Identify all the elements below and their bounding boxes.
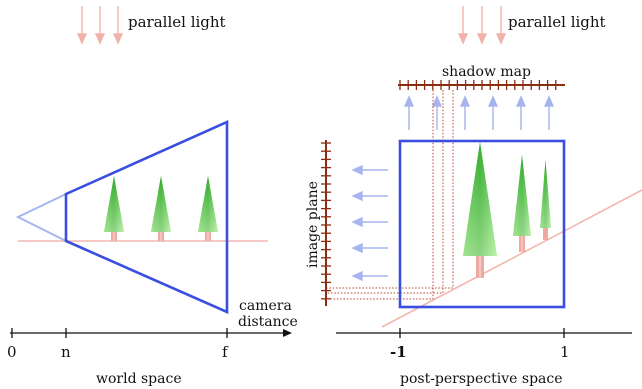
camera-distance-label: camera distance [238,298,298,330]
tick-label-minus-1: -1 [390,343,407,361]
tick-label-0: 0 [7,343,17,361]
image-plane-arrows [353,166,388,280]
shadow-map-arrows [405,97,553,130]
image-plane-label: image plane [305,181,321,268]
tree [198,176,218,241]
right-trees [463,142,551,278]
left-light-label: parallel light [128,13,226,31]
tree [463,142,497,278]
tree [540,160,551,240]
right-panel: parallel light shadow map image plane [305,6,642,387]
tick-label-1: 1 [560,343,570,361]
tree [513,155,531,252]
left-panel: parallel light [7,6,298,387]
world-space-label: world space [96,371,182,387]
left-trees [104,176,218,241]
shadow-map-label: shadow map [442,64,531,80]
tree [104,176,124,241]
right-light-label: parallel light [508,13,606,31]
right-parallel-light-arrows [459,6,505,43]
tree [151,176,171,241]
camera-apex [18,194,66,241]
tick-label-n: n [61,343,71,361]
left-parallel-light-arrows [78,6,122,43]
shadow-map-ruler [398,80,565,90]
projection-lines [326,90,453,299]
tick-label-f: f [222,343,229,361]
right-axis [336,328,632,338]
post-perspective-space-label: post-perspective space [400,371,563,387]
image-plane-ruler [321,140,331,306]
